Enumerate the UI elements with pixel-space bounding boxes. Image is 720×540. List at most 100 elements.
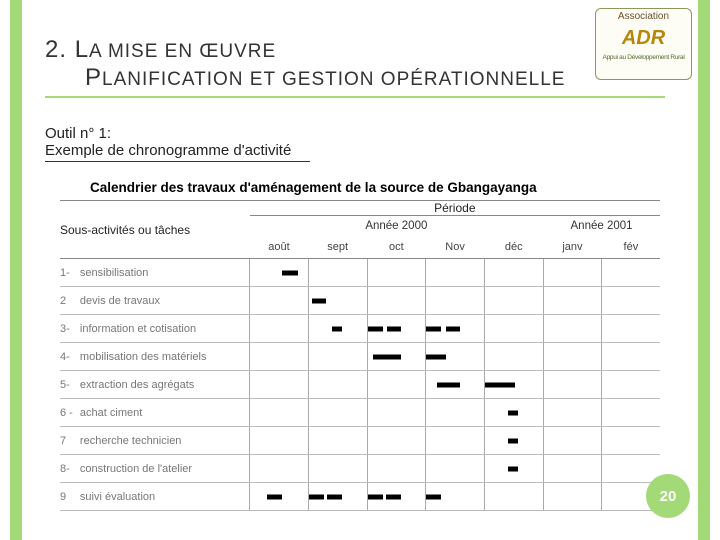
task-label: sensibilisation (80, 259, 250, 287)
gantt-header-tasks: Sous-activités ou tâches (60, 201, 250, 259)
chart-title: Calendrier des travaux d'aménagement de … (90, 180, 537, 195)
gantt-row: 1-sensibilisation (60, 259, 660, 287)
gantt-bar (485, 382, 515, 387)
gantt-cell (367, 315, 426, 343)
gantt-cell (426, 343, 485, 371)
title-rest1: A MISE EN ŒUVRE (89, 41, 276, 62)
gantt-cell (308, 455, 367, 483)
gantt-cell (543, 287, 602, 315)
gantt-bar (426, 494, 441, 499)
gantt-cell (250, 259, 309, 287)
gantt-cell (484, 483, 543, 511)
gantt-cell (426, 399, 485, 427)
page-number-badge: 20 (646, 474, 690, 518)
gantt-bar (373, 354, 401, 359)
gantt-cell (543, 371, 602, 399)
title-number: 2. (45, 36, 75, 63)
gantt-row: 8-construction de l'atelier (60, 455, 660, 483)
gantt-cell (426, 315, 485, 343)
gantt-bar (267, 494, 282, 499)
gantt-row: 7recherche technicien (60, 427, 660, 455)
gantt-row: 2devis de travaux (60, 287, 660, 315)
gantt-cell (308, 343, 367, 371)
gantt-month: fév (602, 236, 660, 259)
slide-title: 2. LA MISE EN ŒUVRE PLANIFICATION ET GES… (45, 36, 665, 98)
gantt-cell (308, 427, 367, 455)
gantt-cell (543, 483, 602, 511)
gantt-cell (250, 483, 309, 511)
right-accent-stripe (698, 0, 710, 540)
subtitle: Outil n° 1: Exemple de chronogramme d'ac… (45, 125, 310, 162)
gantt-cell (367, 259, 426, 287)
gantt-cell (484, 427, 543, 455)
gantt-cell (367, 427, 426, 455)
task-number: 3- (60, 315, 80, 343)
gantt-bar (446, 326, 460, 331)
gantt-cell (250, 287, 309, 315)
gantt-cell (602, 371, 660, 399)
gantt-month: Nov (426, 236, 485, 259)
gantt-cell (602, 455, 660, 483)
gantt-cell (426, 287, 485, 315)
gantt-header-period: Période (250, 201, 660, 216)
title-underline (45, 96, 665, 98)
gantt-cell (602, 259, 660, 287)
gantt-cell (308, 399, 367, 427)
task-label: devis de travaux (80, 287, 250, 315)
gantt-bar (282, 270, 298, 275)
gantt-cell (250, 427, 309, 455)
gantt-cell (484, 259, 543, 287)
gantt-cell (250, 371, 309, 399)
gantt-month: sept (308, 236, 367, 259)
gantt-cell (543, 315, 602, 343)
gantt-bar (508, 410, 518, 415)
gantt-cell (602, 427, 660, 455)
task-label: suivi évaluation (80, 483, 250, 511)
gantt-cell (543, 343, 602, 371)
gantt-bar (386, 494, 401, 499)
gantt-cell (484, 343, 543, 371)
gantt-cell (426, 259, 485, 287)
gantt-cell (484, 315, 543, 343)
gantt-row: 6 -achat ciment (60, 399, 660, 427)
gantt-cell (308, 259, 367, 287)
gantt-cell (602, 315, 660, 343)
title-cap2: P (85, 64, 102, 91)
gantt-cell (367, 399, 426, 427)
gantt-cell (543, 427, 602, 455)
task-label: achat ciment (80, 399, 250, 427)
gantt-row: 9suivi évaluation (60, 483, 660, 511)
gantt-cell (484, 455, 543, 483)
task-number: 7 (60, 427, 80, 455)
gantt-bar (312, 298, 326, 303)
gantt-cell (250, 315, 309, 343)
gantt-bar (387, 326, 401, 331)
gantt-row: 4-mobilisation des matériels (60, 343, 660, 371)
logo-top-text: Association (596, 9, 691, 22)
left-accent-stripe (10, 0, 22, 540)
task-number: 8- (60, 455, 80, 483)
gantt-cell (426, 455, 485, 483)
gantt-bar (368, 494, 383, 499)
gantt-bar (368, 326, 383, 331)
gantt-bar (426, 354, 446, 359)
gantt-row: 3-information et cotisation (60, 315, 660, 343)
gantt-month: oct (367, 236, 426, 259)
gantt-bar (508, 438, 518, 443)
gantt-cell (543, 259, 602, 287)
gantt-bar (309, 494, 324, 499)
title-rest2: LANIFICATION ET GESTION OPÉRATIONNELLE (102, 69, 565, 90)
gantt-cell (250, 399, 309, 427)
gantt-cell (308, 371, 367, 399)
gantt-cell (426, 371, 485, 399)
task-number: 9 (60, 483, 80, 511)
task-number: 6 - (60, 399, 80, 427)
gantt-cell (602, 343, 660, 371)
task-number: 1- (60, 259, 80, 287)
task-label: recherche technicien (80, 427, 250, 455)
task-number: 4- (60, 343, 80, 371)
gantt-cell (308, 287, 367, 315)
gantt-bar (508, 466, 518, 471)
subtitle-underline (45, 161, 310, 162)
gantt-cell (367, 343, 426, 371)
